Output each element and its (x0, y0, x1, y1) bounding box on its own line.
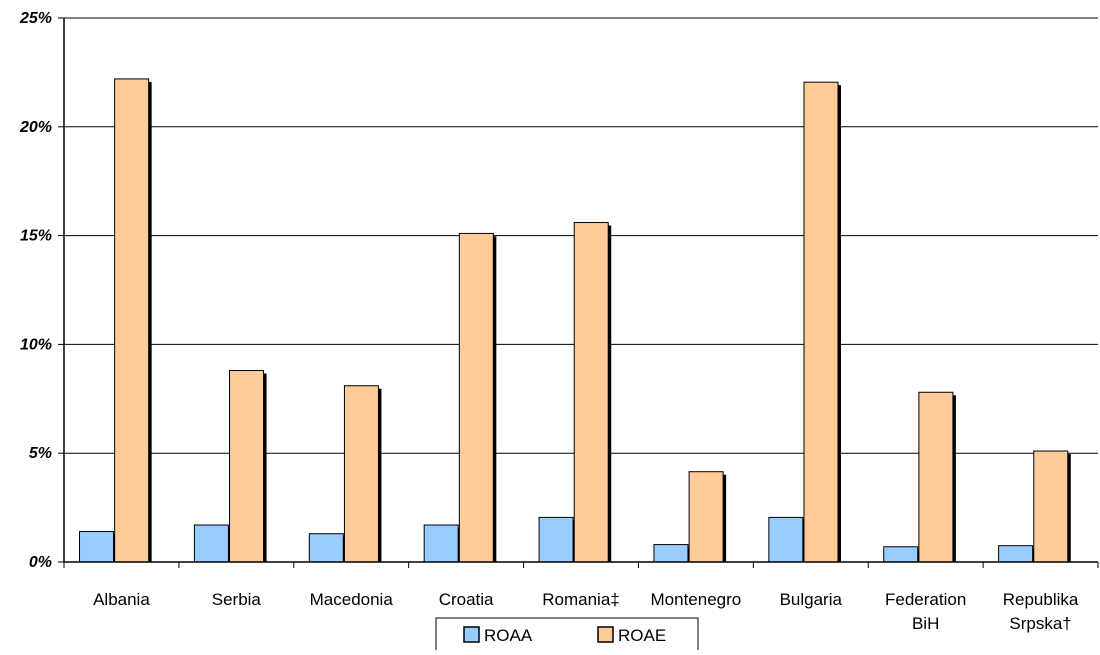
bar-roaa (423, 524, 459, 563)
bar-roaa-group (308, 533, 347, 563)
bar-roaa (79, 531, 115, 563)
x-tick-label: Macedonia (310, 590, 394, 609)
y-tick-label: 10% (20, 336, 52, 353)
bar-roae-group (114, 78, 152, 563)
legend-swatch-roaa (463, 626, 480, 643)
y-tick-label: 25% (19, 10, 52, 27)
bar-roaa (883, 546, 919, 563)
bar-roaa-group (883, 546, 921, 563)
bar-roae (229, 370, 265, 563)
x-tick-label: Federation BiH (885, 590, 966, 633)
bar-roae (918, 391, 954, 563)
y-tick-label: 0% (29, 554, 52, 571)
bar-roae-group (1033, 450, 1071, 563)
legend-swatch-roae (597, 626, 614, 643)
legend-label-roaa: ROAA (484, 626, 533, 645)
bar-roae (573, 222, 609, 563)
bar-roaa (653, 544, 689, 563)
y-tick-label: 20% (19, 119, 52, 136)
bar-roae (343, 385, 379, 563)
bar-roaa (998, 545, 1034, 563)
y-tick-labels: 0% 5% 10% 15% 20% 25% (19, 10, 52, 571)
x-tick-label: Montenegro (651, 590, 742, 609)
bars (79, 78, 1071, 563)
bar-roaa-group (538, 516, 577, 563)
legend: ROAA ROAE (435, 617, 699, 655)
bar-roaa-group (998, 545, 1036, 563)
x-tick-label: Albania (93, 590, 150, 609)
bar-roaa-group (79, 531, 117, 563)
bar-roaa (193, 524, 229, 563)
bar-roaa-group (193, 524, 232, 563)
bar-roae-group (803, 81, 841, 563)
x-tick-label: Croatia (439, 590, 494, 609)
bar-roaa-group (768, 516, 806, 563)
bar-roae-group (229, 370, 267, 563)
bar-roae (114, 78, 150, 563)
bar-roae (458, 232, 494, 563)
x-tick-labels: Albania Serbia Macedonia Croatia Romania‡ Mon… (93, 590, 1079, 633)
bar-roaa-group (423, 524, 462, 563)
y-tick-label: 5% (29, 445, 52, 462)
x-tick-label: Romania‡ (542, 590, 620, 609)
y-tick-label: 15% (20, 228, 52, 245)
bar-roae-group (918, 391, 956, 563)
legend-label-roae: ROAE (618, 626, 666, 645)
bar-roae-group (343, 385, 382, 563)
bar-roaa-group (653, 544, 691, 563)
x-tick-label: Bulgaria (780, 590, 843, 609)
bar-roae (688, 471, 724, 563)
bar-roae-group (573, 222, 612, 563)
x-tick-label: Republika Srpska† (1003, 590, 1079, 633)
bar-roae-group (458, 232, 497, 563)
bar-roae (1033, 450, 1069, 563)
bar-roaa (768, 516, 804, 563)
axes (58, 17, 1099, 568)
bar-roae-group (688, 471, 727, 563)
bar-roae (803, 81, 839, 563)
x-tick-label: Serbia (212, 590, 262, 609)
bar-roaa (538, 516, 574, 563)
bar-roaa (308, 533, 344, 563)
